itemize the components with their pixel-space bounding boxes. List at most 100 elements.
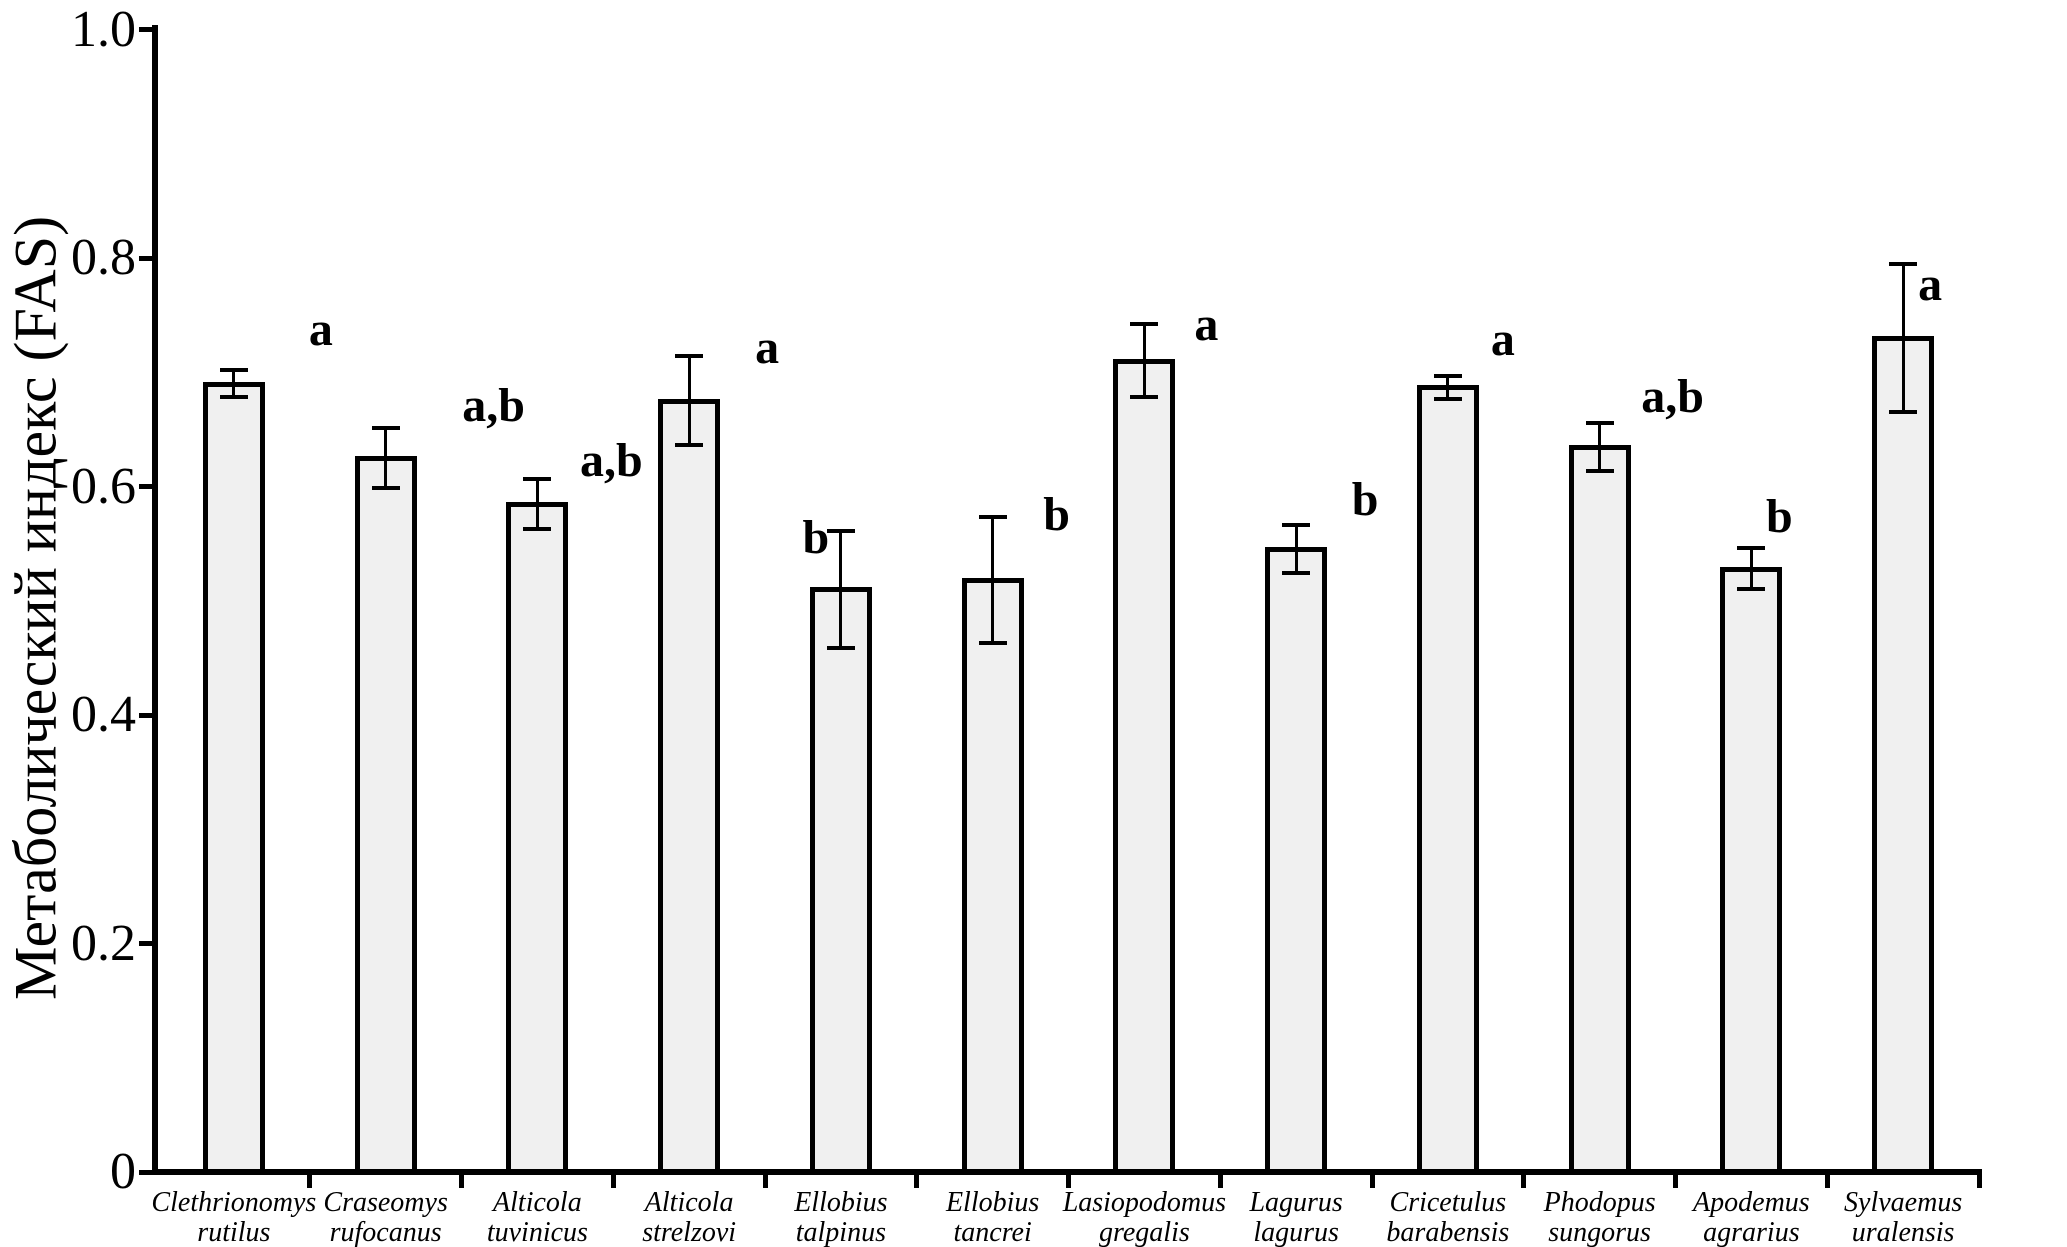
error-bar-cap-bottom bbox=[1889, 410, 1918, 415]
bar bbox=[1265, 547, 1328, 1174]
x-tick bbox=[307, 1175, 313, 1188]
error-bar-cap-bottom bbox=[1130, 395, 1159, 400]
bar bbox=[809, 587, 872, 1174]
error-bar-line bbox=[991, 517, 995, 644]
species-genus: Ellobius bbox=[794, 1187, 888, 1218]
y-tick-label: 1.0 bbox=[71, 0, 136, 58]
error-bar-cap-top bbox=[978, 515, 1007, 520]
error-bar-cap-bottom bbox=[1433, 396, 1462, 401]
species-label: Craseomys rufocanus bbox=[323, 1188, 447, 1247]
error-bar-cap-bottom bbox=[371, 485, 400, 490]
error-bar-cap-bottom bbox=[219, 395, 248, 400]
error-bar-line bbox=[1749, 548, 1753, 590]
species-label: Lasiopodomus gregalis bbox=[1063, 1188, 1226, 1247]
species-epithet: agrarius bbox=[1703, 1217, 1800, 1247]
error-bar-cap-bottom bbox=[1737, 587, 1766, 592]
species-label: Lagurus lagurus bbox=[1249, 1188, 1342, 1247]
species-epithet: sungorus bbox=[1548, 1217, 1651, 1247]
species-genus: Cricetulus bbox=[1389, 1187, 1507, 1218]
species-label: Alticola strelzovi bbox=[642, 1188, 736, 1247]
species-epithet: strelzovi bbox=[642, 1217, 737, 1247]
x-tick bbox=[1521, 1175, 1527, 1188]
species-epithet: tuvinicus bbox=[486, 1217, 588, 1247]
species-label: Phodopus sungorus bbox=[1544, 1188, 1656, 1247]
bar bbox=[658, 398, 721, 1174]
species-epithet: rutilus bbox=[197, 1217, 271, 1247]
error-bar-cap-top bbox=[1737, 546, 1766, 551]
error-bar-cap-top bbox=[371, 426, 400, 431]
error-bar-line bbox=[839, 531, 843, 648]
error-bar-cap-bottom bbox=[675, 443, 704, 448]
x-tick bbox=[459, 1175, 464, 1188]
y-tick-label: 0.6 bbox=[71, 457, 136, 515]
error-bar-line bbox=[232, 369, 236, 398]
species-epithet: tancrei bbox=[953, 1217, 1032, 1247]
x-tick bbox=[1673, 1175, 1678, 1188]
error-bar-cap-top bbox=[826, 529, 855, 534]
error-bar-cap-top bbox=[523, 476, 552, 481]
bar bbox=[202, 381, 265, 1174]
error-bar-cap-top bbox=[1282, 523, 1311, 528]
y-tick-label: 0 bbox=[110, 1143, 136, 1200]
species-genus: Ellobius bbox=[945, 1187, 1040, 1218]
bar bbox=[1872, 335, 1935, 1174]
error-bar-cap-top bbox=[1585, 420, 1614, 425]
species-genus: Phodopus bbox=[1543, 1187, 1656, 1218]
species-label: Apodemus agrarius bbox=[1693, 1188, 1810, 1247]
significance-letter: a,b bbox=[1641, 370, 1704, 423]
significance-letter: b bbox=[1766, 490, 1793, 543]
species-label: Clethrionomys rutilus bbox=[151, 1188, 316, 1247]
x-tick bbox=[610, 1175, 616, 1188]
x-tick bbox=[914, 1175, 920, 1188]
species-epithet: rufocanus bbox=[329, 1217, 442, 1247]
significance-letter: a bbox=[755, 321, 780, 374]
species-genus: Sylvaemus bbox=[1844, 1187, 1963, 1218]
bar bbox=[961, 578, 1024, 1174]
x-tick bbox=[1824, 1175, 1830, 1188]
bar bbox=[506, 501, 569, 1174]
species-genus: Apodemus bbox=[1693, 1187, 1810, 1218]
x-tick bbox=[1976, 1175, 1982, 1188]
x-tick bbox=[1217, 1175, 1223, 1188]
species-label: Ellobius talpinus bbox=[794, 1188, 887, 1247]
error-bar-line bbox=[1901, 263, 1905, 413]
significance-letter: a,b bbox=[462, 379, 525, 432]
species-label: Sylvaemus uralensis bbox=[1844, 1188, 1962, 1247]
error-bar-line bbox=[535, 478, 539, 529]
bar bbox=[354, 455, 417, 1174]
bar bbox=[1720, 566, 1783, 1174]
error-bar-cap-top bbox=[1130, 322, 1159, 327]
species-epithet: gregalis bbox=[1099, 1217, 1190, 1247]
bar bbox=[1113, 358, 1176, 1174]
species-epithet: uralensis bbox=[1851, 1217, 1955, 1247]
y-tick-label: 0.2 bbox=[71, 914, 136, 972]
significance-letter: a bbox=[1490, 313, 1515, 366]
y-tick bbox=[139, 484, 153, 489]
significance-letter: a bbox=[1194, 298, 1219, 351]
significance-letter: b bbox=[1043, 488, 1070, 541]
error-bar-cap-top bbox=[1889, 261, 1918, 266]
y-tick bbox=[139, 255, 153, 261]
species-label: Ellobius tancrei bbox=[946, 1188, 1039, 1247]
species-epithet: lagurus bbox=[1253, 1217, 1339, 1247]
error-bar-line bbox=[1598, 422, 1602, 471]
species-genus: Alticola bbox=[493, 1187, 582, 1218]
y-axis-title: Метаболический индекс (FAS) bbox=[2, 215, 69, 1001]
species-genus: Lagurus bbox=[1249, 1187, 1343, 1218]
bar bbox=[1416, 385, 1479, 1174]
bar bbox=[1568, 444, 1631, 1174]
species-genus: Alticola bbox=[644, 1187, 734, 1218]
significance-letter: a,b bbox=[580, 434, 643, 487]
significance-letter: b bbox=[1351, 473, 1379, 526]
significance-letter: b bbox=[802, 511, 830, 564]
species-label: Alticola tuvinicus bbox=[487, 1188, 588, 1247]
y-tick bbox=[139, 941, 153, 946]
error-bar-cap-top bbox=[219, 367, 248, 372]
error-bar-cap-bottom bbox=[978, 641, 1007, 646]
species-epithet: talpinus bbox=[795, 1217, 886, 1247]
species-epithet: barabensis bbox=[1386, 1217, 1510, 1247]
error-bar-cap-top bbox=[1433, 373, 1462, 378]
error-bar-line bbox=[1142, 324, 1146, 398]
error-bar-cap-bottom bbox=[826, 645, 855, 650]
